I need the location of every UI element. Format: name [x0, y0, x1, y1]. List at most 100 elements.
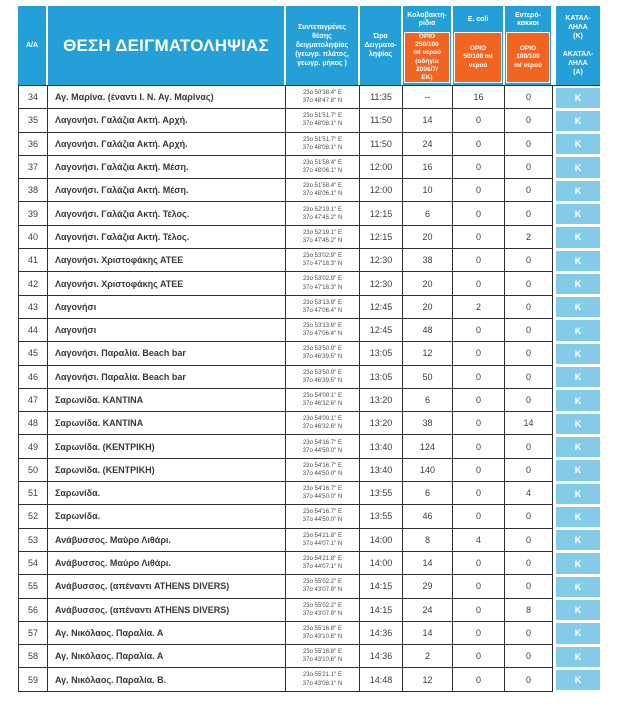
row-coliform-value: 24: [403, 132, 453, 156]
row-coord-e: 23o 53′13.9′′ E: [302, 323, 343, 330]
row-ecoli-value: 4: [453, 528, 505, 552]
row-ecoli-value: 2: [453, 295, 505, 319]
row-coliform-value: 46: [403, 505, 453, 529]
row-index: 43: [18, 295, 48, 319]
row-coord-n: 37o 43′10.6′′ N: [302, 633, 343, 640]
row-coord-e: 23o 54′00.1′′ E: [302, 392, 343, 399]
row-time: 11:35: [360, 86, 403, 110]
row-time: 13:55: [360, 505, 403, 529]
row-location: Ανάβυσσος. Μαύρο Λιθάρι.: [48, 551, 286, 576]
row-coliform-value: 50: [403, 365, 453, 389]
header-enterococci-label: Εντερό- κοκκοι: [515, 11, 541, 27]
row-ecoli-value: 0: [453, 458, 505, 483]
row-coliform-value: 124: [403, 435, 453, 459]
row-coord-n: 37o 44′07.1′′ N: [302, 564, 343, 571]
row-coord-n: 37o 46′39.5′′ N: [302, 377, 343, 384]
table-body: 34 Αγ. Μαρίνα. (έναντι Ι. Ν. Αγ. Μαρίνας…: [18, 85, 600, 692]
row-coliform-value: 14: [403, 621, 453, 646]
row-coord-n: 37o 47′06.4′′ N: [302, 307, 343, 314]
row-coordinates: 23o 52′19.1′′ E 37o 47′45.2′′ N: [286, 225, 360, 250]
header-index: Α/Α: [18, 6, 48, 85]
row-coordinates: 23o 55′16.8′′ E 37o 43′10.6′′ N: [286, 621, 360, 646]
row-coordinates: 23o 53′13.9′′ E 37o 47′06.4′′ N: [286, 295, 360, 319]
header-suitability-label: ΚΑΤΑΛ- ΛΗΛΑ (Κ) ΑΚΑΤΑΛ- ΛΗΛΑ (Α): [556, 6, 600, 85]
row-coordinates: 23o 55′21.1′′ E 37o 43′08.1′′ N: [286, 668, 360, 692]
row-index: 53: [18, 528, 48, 552]
row-status-cell: Κ: [553, 645, 600, 668]
row-status-badge: Κ: [556, 436, 600, 458]
row-status-badge: Κ: [556, 367, 600, 388]
row-coliform-value: 16: [403, 155, 453, 180]
row-coord-e: 23o 55′16.8′′ E: [302, 625, 343, 632]
row-coord-n: 37o 47′06.4′′ N: [302, 331, 343, 338]
row-location: Ανάβυσσος. Μαύρο Λιθάρι.: [48, 528, 286, 552]
row-status-badge: Κ: [556, 623, 600, 644]
table-row: 43 Λαγονήσι 23o 53′13.9′′ E 37o 47′06.4′…: [18, 295, 600, 319]
row-location: Λαγονήσι. Γαλάζια Ακτή. Τέλος.: [48, 202, 286, 226]
row-location: Σαρωνίδα. ΚΑΝΤΙΝΑ: [48, 412, 286, 436]
row-coord-e: 23o 52′19.1′′ E: [302, 206, 343, 213]
row-enterococci-value: 0: [505, 621, 553, 646]
row-status-badge: Κ: [556, 320, 600, 341]
row-time: 13:20: [360, 388, 403, 413]
row-enterococci-value: 0: [505, 668, 553, 692]
table-row: 50 Σαρωνίδα. (ΚΕΝΤΡΙΚΗ) 23o 54′16.7′′ E …: [18, 458, 600, 483]
row-coliform-value: 140: [403, 458, 453, 483]
row-enterococci-value: 0: [505, 505, 553, 529]
row-enterococci-value: 0: [505, 435, 553, 459]
header-ecoli-limit: ΟΡΙΟ 50/100 ml νερού: [454, 32, 502, 83]
row-coord-e: 23o 54′16.7′′ E: [302, 509, 343, 516]
row-status-cell: Κ: [553, 296, 600, 319]
row-status-cell: Κ: [553, 599, 600, 622]
row-index: 48: [18, 412, 48, 436]
row-coord-e: 23o 51′51.7′′ E: [302, 136, 343, 143]
row-time: 13:05: [360, 365, 403, 389]
row-status-cell: Κ: [553, 552, 600, 575]
row-status-badge: Κ: [556, 553, 600, 574]
row-location: Σαρωνίδα.: [48, 482, 286, 506]
row-time: 11:50: [360, 132, 403, 156]
table-row: 49 Σαρωνίδα. (ΚΕΝΤΡΙΚΗ) 23o 54′16.7′′ E …: [18, 435, 600, 459]
row-index: 42: [18, 272, 48, 296]
row-coordinates: 23o 54′16.7′′ E 37o 44′50.0′′ N: [286, 482, 360, 506]
row-status-cell: Κ: [553, 226, 600, 249]
row-status-badge: Κ: [556, 413, 600, 434]
row-index: 44: [18, 318, 48, 343]
row-coliform-value: 20: [403, 225, 453, 250]
row-time: 14:00: [360, 528, 403, 552]
table-row: 38 Λαγονήσι. Γαλάζια Ακτή. Μέση. 23o 51′…: [18, 179, 600, 203]
table-row: 46 Λαγονήσι. Παραλία. Beach bar 23o 53′5…: [18, 365, 600, 389]
table-row: 54 Ανάβυσσος. Μαύρο Λιθάρι. 23o 54′21.8′…: [18, 551, 600, 576]
header-coliform: Κολοβακτη- ρίδια ΟΡΙΟ 250/100 ml νερού (…: [403, 6, 453, 85]
row-time: 14:36: [360, 645, 403, 669]
row-coord-n: 37o 44′50.0′′ N: [302, 517, 343, 524]
row-coord-n: 37o 48′08.1′′ N: [302, 144, 343, 151]
row-coord-n: 37o 47′45.2′′ N: [302, 214, 343, 221]
row-status-badge: Κ: [556, 87, 600, 108]
row-status-cell: Κ: [553, 202, 600, 225]
row-enterococci-value: 0: [505, 155, 553, 180]
row-index: 40: [18, 225, 48, 250]
row-status-badge: Κ: [556, 250, 600, 271]
row-enterococci-value: 0: [505, 318, 553, 343]
row-enterococci-value: 0: [505, 86, 553, 110]
header-coliform-label: Κολοβακτη- ρίδια: [407, 11, 447, 27]
row-coord-e: 23o 53′02.9′′ E: [302, 253, 343, 260]
row-ecoli-value: 0: [453, 388, 505, 413]
row-coliform-value: 12: [403, 342, 453, 366]
row-coordinates: 23o 53′02.9′′ E 37o 47′18.3′′ N: [286, 272, 360, 296]
row-coliform-value: 6: [403, 202, 453, 226]
row-index: 34: [18, 86, 48, 110]
row-coord-e: 23o 51′58.4′′ E: [302, 159, 343, 166]
row-index: 45: [18, 342, 48, 366]
row-enterococci-value: 0: [505, 528, 553, 552]
row-index: 56: [18, 598, 48, 622]
row-time: 14:48: [360, 668, 403, 692]
row-coliform-value: 14: [403, 109, 453, 133]
row-location: Αγ. Νικόλαος. Παραλία. Α: [48, 621, 286, 646]
row-status-badge: Κ: [556, 530, 600, 551]
row-location: Λαγονήσι. Χριστοφάκης ΑΤΕΕ: [48, 249, 286, 273]
table-row: 36 Λαγονήσι. Γαλάζια Ακτή. Αρχή. 23o 51′…: [18, 132, 600, 156]
header-ecoli-label: E. coli: [467, 15, 489, 23]
row-status-badge: Κ: [556, 273, 600, 295]
